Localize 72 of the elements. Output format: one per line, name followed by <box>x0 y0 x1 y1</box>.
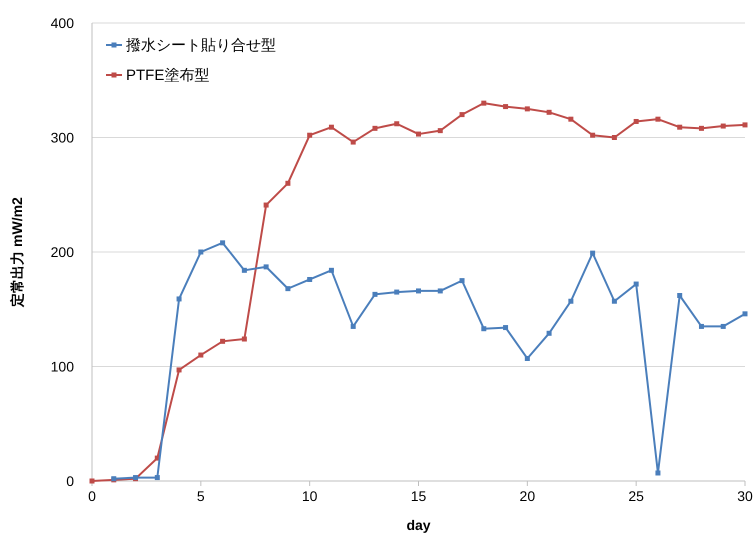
point <box>524 356 530 361</box>
point <box>328 268 334 273</box>
point <box>546 330 552 336</box>
point <box>481 100 486 106</box>
point <box>264 202 269 208</box>
y-tick-label: 200 <box>50 244 74 260</box>
point <box>90 478 94 484</box>
point <box>242 336 247 342</box>
y-tick-label: 100 <box>50 358 74 374</box>
point <box>590 250 596 256</box>
x-tick-label: 10 <box>302 488 318 504</box>
point <box>394 290 400 295</box>
point <box>568 116 574 122</box>
point <box>612 135 617 140</box>
point <box>720 124 726 129</box>
point <box>372 126 378 131</box>
legend-label: PTFE塗布型 <box>126 67 210 84</box>
point <box>698 126 704 131</box>
x-tick-label: 30 <box>737 488 753 504</box>
point <box>655 116 660 122</box>
x-tick-label: 0 <box>88 488 96 504</box>
point <box>438 128 443 134</box>
point <box>634 118 639 124</box>
point <box>350 324 356 329</box>
point <box>307 132 312 138</box>
point <box>460 278 465 284</box>
point <box>220 240 226 246</box>
point <box>394 121 400 126</box>
y-tick-label: 300 <box>50 130 74 146</box>
point <box>612 298 617 304</box>
point <box>503 104 508 110</box>
point <box>742 122 748 128</box>
point <box>176 296 182 302</box>
point <box>372 292 378 297</box>
x-axis-title: day <box>406 517 431 533</box>
point <box>720 324 726 329</box>
point <box>350 140 356 145</box>
point <box>220 338 226 344</box>
x-tick-label: 20 <box>520 488 536 504</box>
point <box>568 298 574 304</box>
point <box>285 180 290 186</box>
x-tick-label: 15 <box>410 488 426 504</box>
point <box>307 276 312 282</box>
point <box>634 282 639 287</box>
point <box>242 268 247 273</box>
point <box>198 250 204 254</box>
point <box>590 132 596 138</box>
point <box>416 288 421 294</box>
legend-label: 撥水シート貼り合せ型 <box>126 37 276 54</box>
point <box>460 112 465 118</box>
point <box>416 132 421 137</box>
point <box>285 286 290 292</box>
y-tick-label: 400 <box>50 15 74 31</box>
point <box>503 325 508 330</box>
point <box>154 475 160 480</box>
point <box>546 110 552 115</box>
x-tick-label: 25 <box>628 488 644 504</box>
y-axis-title: 定常出力 mW/m2 <box>9 196 25 308</box>
point <box>198 352 204 358</box>
x-tick-label: 5 <box>196 488 205 504</box>
point <box>524 106 530 112</box>
point <box>742 311 748 316</box>
point <box>176 367 182 372</box>
point <box>481 326 486 332</box>
point <box>438 288 443 294</box>
point <box>328 124 334 130</box>
y-tick-label: 0 <box>66 473 74 489</box>
point <box>677 124 682 130</box>
point <box>698 324 704 329</box>
point <box>655 470 660 476</box>
point <box>677 293 682 298</box>
point <box>264 264 269 270</box>
